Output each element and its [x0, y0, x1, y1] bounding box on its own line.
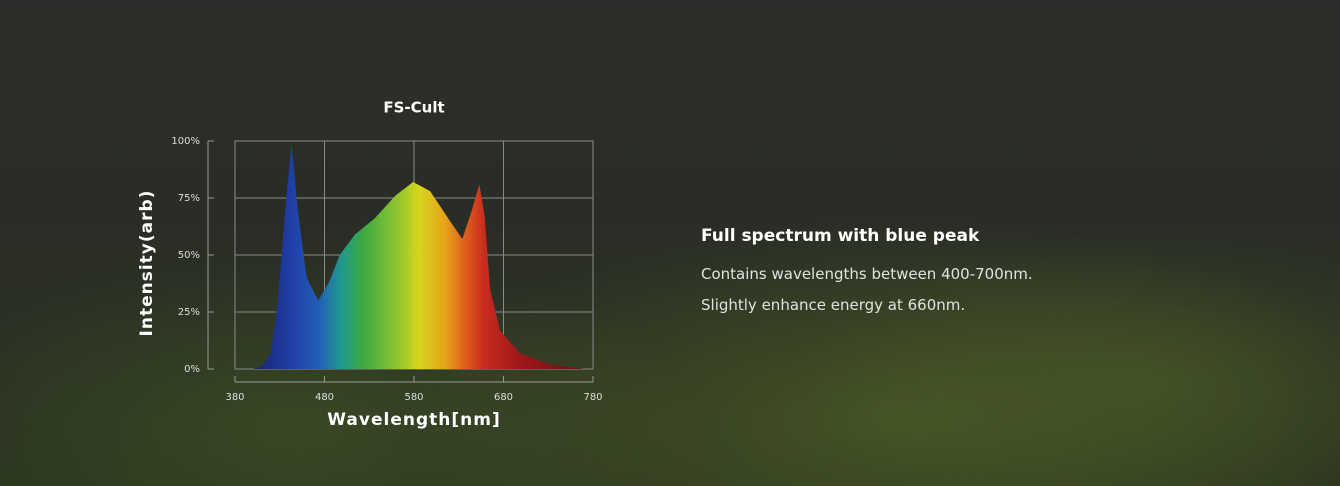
y-tick-label: 25%	[178, 307, 200, 318]
y-tick-label: 75%	[178, 193, 200, 204]
x-tick-label: 580	[404, 392, 423, 403]
x-tick-label: 680	[494, 392, 513, 403]
feature-line: Contains wavelengths between 400-700nm.	[701, 265, 1033, 283]
y-tick-label: 0%	[184, 364, 200, 375]
y-tick-label: 50%	[178, 250, 200, 261]
x-tick-label: 780	[583, 392, 602, 403]
feature-heading: Full spectrum with blue peak	[701, 226, 980, 246]
y-tick-label: 100%	[171, 136, 200, 147]
feature-line: Slightly enhance energy at 660nm.	[701, 296, 966, 314]
x-tick-label: 380	[225, 392, 244, 403]
chart-title: FS-Cult	[383, 99, 444, 117]
x-axis-label: Wavelength[nm]	[327, 410, 500, 430]
spectrum-area	[252, 143, 585, 369]
x-tick-label: 480	[315, 392, 334, 403]
y-axis-label: Intensity(arb)	[137, 190, 157, 337]
